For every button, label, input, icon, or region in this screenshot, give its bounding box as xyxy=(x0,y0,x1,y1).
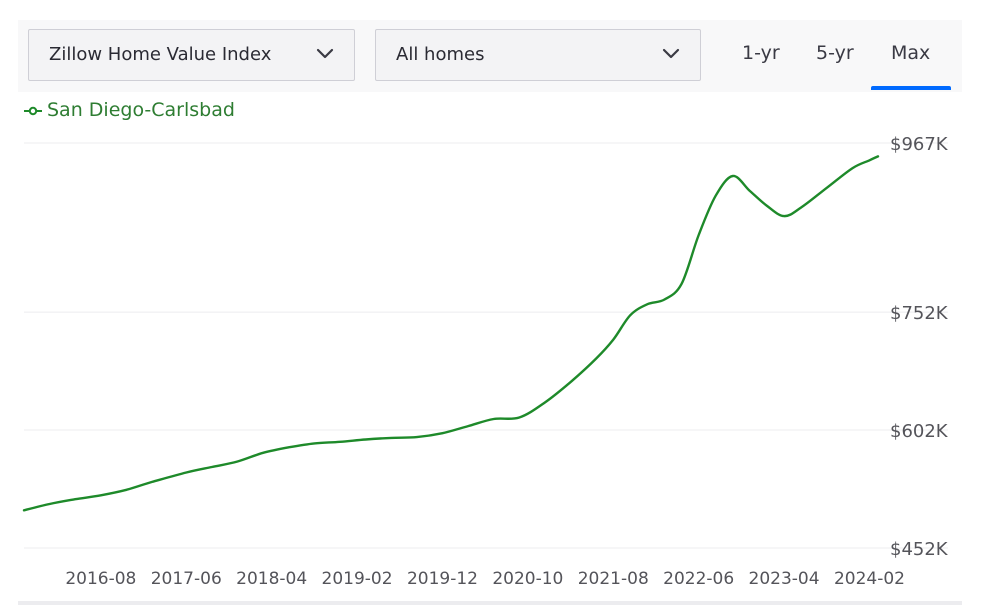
metric-select[interactable]: Zillow Home Value Index xyxy=(28,29,355,81)
metric-select-value: Zillow Home Value Index xyxy=(49,44,272,65)
x-tick-label: 2022-06 xyxy=(663,569,734,589)
x-tick-label: 2017-06 xyxy=(151,569,222,589)
y-tick-label: $967K xyxy=(890,134,949,155)
y-tick-label: $752K xyxy=(890,303,949,324)
x-tick-label: 2024-02 xyxy=(834,569,905,589)
gridlines xyxy=(24,142,948,549)
home-type-select[interactable]: All homes xyxy=(375,29,701,81)
y-tick-label: $602K xyxy=(890,421,949,442)
legend-series-name: San Diego-Carlsbad xyxy=(47,99,235,121)
home-type-select-value: All homes xyxy=(396,44,485,65)
active-tab-indicator xyxy=(871,86,951,90)
chevron-down-icon xyxy=(662,48,680,59)
x-tick-label: 2020-10 xyxy=(492,569,563,589)
y-axis-labels: $967K $752K $602K $452K xyxy=(890,134,949,560)
tab-1-yr[interactable]: 1-yr xyxy=(742,42,780,64)
legend-line-marker-icon xyxy=(24,106,42,116)
tab-max[interactable]: Max xyxy=(891,42,931,64)
series-line-san-diego-carlsbad xyxy=(22,155,880,512)
x-tick-label: 2021-08 xyxy=(578,569,649,589)
x-axis-labels: 2016-08 2017-06 2018-04 2019-02 2019-12 2020-… xyxy=(65,569,905,589)
x-tick-label: 2018-04 xyxy=(236,569,307,589)
x-tick-label: 2019-12 xyxy=(407,569,478,589)
x-tick-label: 2019-02 xyxy=(322,569,393,589)
tab-5-yr[interactable]: 5-yr xyxy=(816,42,854,64)
x-tick-label: 2023-04 xyxy=(749,569,820,589)
y-tick-label: $452K xyxy=(890,539,949,560)
chevron-down-icon xyxy=(316,48,334,59)
chart-controls: Zillow Home Value Index All homes 1-yr 5… xyxy=(18,20,962,92)
x-tick-label: 2016-08 xyxy=(65,569,136,589)
chart-bottom-divider xyxy=(18,601,962,605)
